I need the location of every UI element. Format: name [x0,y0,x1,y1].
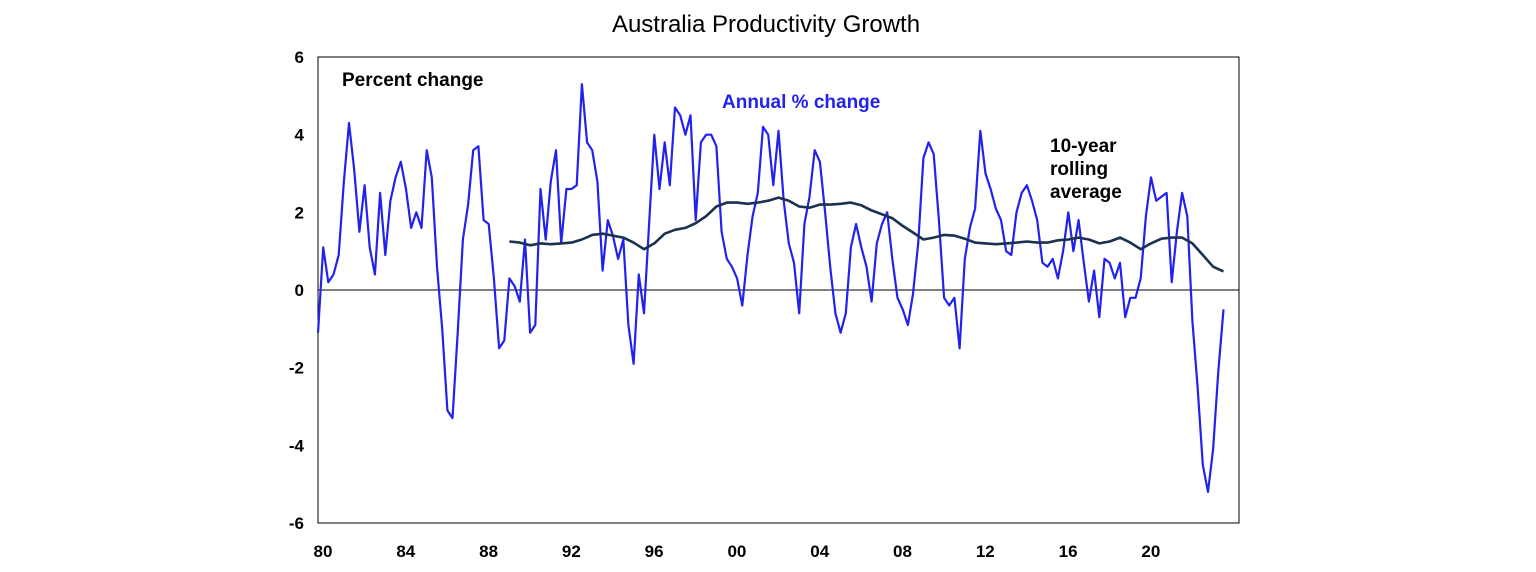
x-tick-label: 88 [479,542,498,561]
y-tick-label: 4 [295,126,305,145]
series-label-annual-change: Annual % change [722,92,880,113]
x-tick-label: 00 [727,542,746,561]
y-tick-label: -2 [289,359,304,378]
series-label-rolling-line-3: average [1050,182,1122,203]
y-axis-label: Percent change [342,70,484,91]
series-label-rolling-average: 10-year rolling average [1050,136,1122,203]
chart-title: Australia Productivity Growth [612,11,920,38]
y-tick-label: -6 [289,514,304,533]
x-tick-label: 08 [893,542,912,561]
chart-panel: Australia Productivity Growth -6 -4 -2 0 2 4 6… [268,0,1268,572]
series-label-rolling-line-1: 10-year [1050,136,1117,157]
x-tick-label: 04 [810,542,829,561]
x-tick-label: 96 [645,542,664,561]
series-line-annual-change [316,83,1225,493]
series-line-rolling-average [509,196,1225,273]
x-tick-label: 12 [976,542,995,561]
x-tick-label: 20 [1141,542,1160,561]
x-tick-label: 80 [314,542,333,561]
series-label-rolling-line-2: rolling [1050,159,1108,180]
productivity-chart: Australia Productivity Growth -6 -4 -2 0 2 4 6… [289,11,1240,561]
x-axis-ticks: 80 84 88 92 96 00 04 08 12 16 20 [314,542,1161,561]
x-tick-label: 92 [562,542,581,561]
x-tick-label: 84 [396,542,415,561]
y-tick-label: 0 [295,281,304,300]
y-tick-label: -4 [289,436,305,455]
x-tick-label: 16 [1059,542,1078,561]
y-axis-ticks: -6 -4 -2 0 2 4 6 [289,48,305,533]
y-tick-label: 6 [295,48,304,67]
y-tick-label: 2 [295,203,304,222]
